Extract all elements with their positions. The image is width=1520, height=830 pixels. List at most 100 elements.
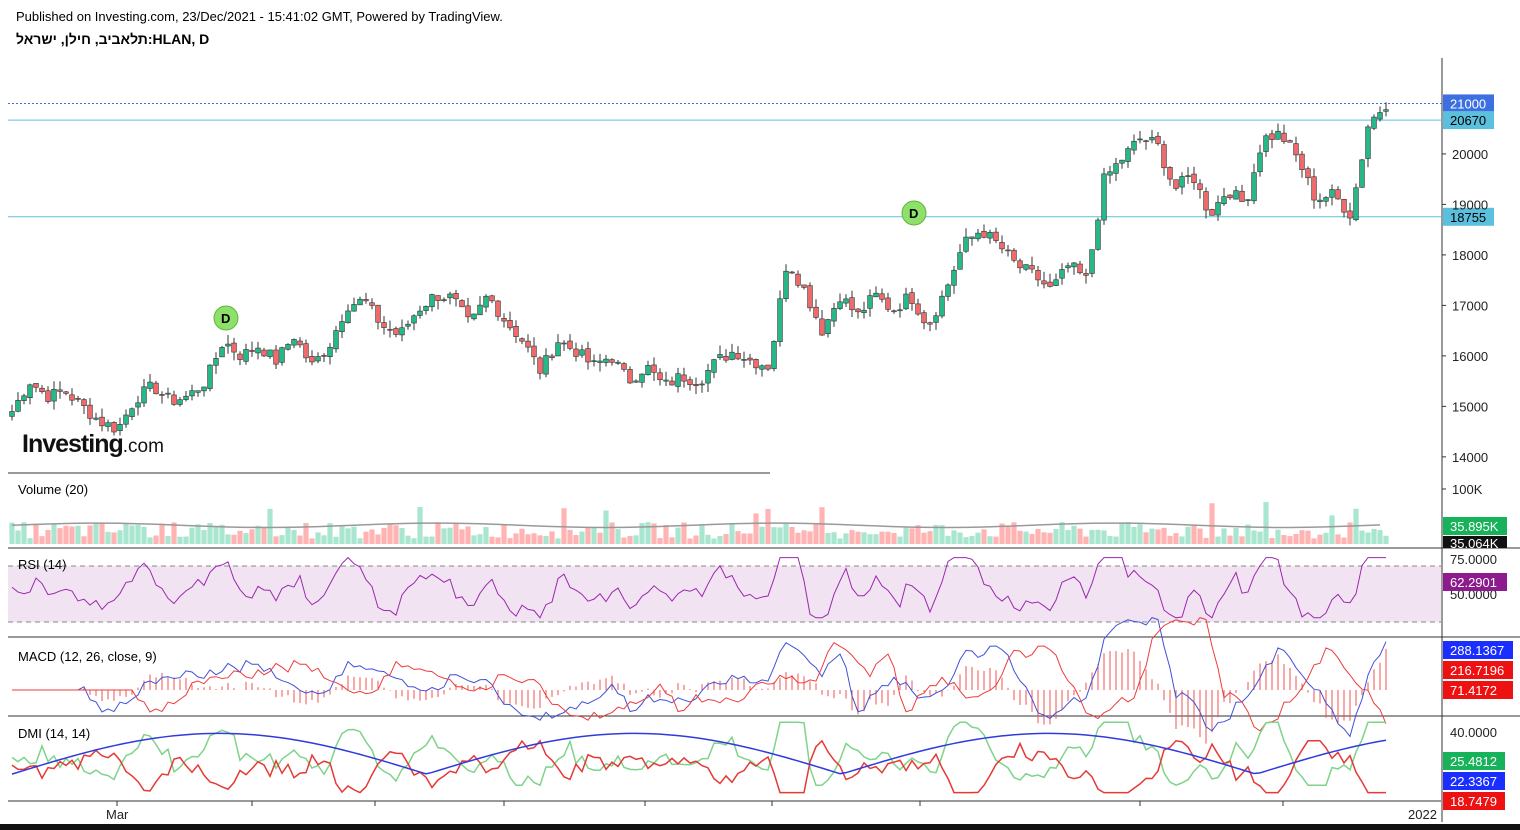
rsi-title: RSI (14) — [18, 557, 66, 572]
volume-bar — [177, 536, 183, 544]
candle-body — [939, 295, 945, 317]
candle-body — [1215, 202, 1221, 216]
volume-bar — [729, 523, 735, 544]
candle-body — [915, 303, 921, 315]
candle-body — [699, 383, 705, 386]
volume-bar — [531, 533, 537, 544]
rsi-line — [11, 556, 1386, 619]
dmi-plus-tag — [1443, 752, 1505, 770]
volume-bar — [345, 528, 351, 544]
candle-body — [195, 390, 201, 393]
candle-body — [501, 318, 507, 322]
candle-body — [663, 379, 669, 382]
volume-bar — [405, 535, 411, 544]
candle-body — [471, 313, 477, 320]
candle-body — [9, 411, 15, 417]
volume-bar — [495, 537, 501, 544]
candle-body — [69, 394, 75, 401]
candle-body — [417, 310, 423, 316]
volume-bar — [33, 523, 39, 544]
candle-body — [1053, 279, 1059, 286]
volume-bar — [1149, 528, 1155, 544]
volume-bar — [789, 527, 795, 544]
volume-bar — [549, 531, 555, 544]
volume-bar — [807, 531, 813, 544]
candle-body — [93, 417, 99, 420]
volume-ma-line — [11, 522, 1381, 529]
candle-body — [1299, 153, 1305, 170]
candle-body — [261, 349, 267, 357]
volume-bar — [525, 534, 531, 544]
candle-body — [21, 395, 27, 401]
rsi-pane: RSI (14) — [8, 556, 1441, 623]
volume-bar — [51, 523, 57, 544]
volume-bar — [309, 538, 315, 544]
candle-body — [1119, 159, 1125, 164]
volume-bar — [93, 523, 99, 544]
volume-bar — [1215, 536, 1221, 544]
candle-body — [687, 379, 693, 385]
candle-body — [969, 236, 975, 239]
volume-bar — [1065, 530, 1071, 544]
macd-title: MACD (12, 26, close, 9) — [18, 649, 157, 664]
volume-bar — [927, 531, 933, 544]
candle-body — [543, 355, 549, 375]
candle-body — [357, 298, 363, 306]
candle-body — [315, 356, 321, 362]
candle-body — [1287, 140, 1293, 143]
dmi-title: DMI (14, 14) — [18, 726, 90, 741]
volume-bar — [381, 527, 387, 544]
candle-body — [225, 343, 231, 347]
candle-body — [921, 312, 927, 324]
price-tick-label: 17000 — [1452, 298, 1488, 313]
candle-body — [1161, 144, 1167, 169]
volume-bar — [735, 531, 741, 544]
price-level-tag — [1443, 207, 1494, 226]
macd-value-label: 288.1367 — [1450, 643, 1504, 658]
volume-bar — [1047, 532, 1053, 544]
price-level-label: 18755 — [1450, 210, 1486, 225]
candle-body — [993, 231, 999, 241]
candle-body — [303, 343, 309, 359]
volume-bar — [831, 532, 837, 544]
candle-body — [1377, 112, 1383, 120]
candle-body — [327, 346, 333, 357]
volume-bar — [633, 535, 639, 544]
volume-bar — [411, 538, 417, 544]
candle-body — [741, 359, 747, 361]
volume-bar — [1089, 529, 1095, 544]
volume-bar — [1113, 536, 1119, 544]
volume-bar — [1251, 530, 1257, 544]
volume-bar — [261, 526, 267, 544]
volume-title: Volume (20) — [18, 482, 88, 497]
volume-bar — [579, 531, 585, 544]
candle-body — [105, 422, 111, 427]
volume-bar — [477, 534, 483, 544]
candle-body — [1239, 190, 1245, 202]
candle-body — [591, 360, 597, 362]
candle-body — [621, 363, 627, 370]
candle-body — [879, 293, 885, 300]
volume-bar — [957, 532, 963, 544]
candle-body — [363, 299, 369, 302]
candle-body — [339, 321, 345, 332]
candle-body — [57, 389, 63, 392]
candle-body — [1185, 175, 1191, 177]
volume-bar — [699, 524, 705, 544]
volume-bar — [1131, 527, 1137, 544]
candle-body — [1329, 189, 1335, 198]
candle-body — [81, 399, 87, 406]
candle-body — [1173, 179, 1179, 189]
candle-body — [831, 307, 837, 322]
volume-bar — [117, 530, 123, 544]
candle-body — [549, 355, 555, 358]
volume-bar — [609, 522, 615, 544]
volume-bar — [417, 507, 423, 544]
volume-bar — [1173, 533, 1179, 544]
volume-bar — [507, 538, 513, 544]
volume-bar — [657, 538, 663, 544]
candle-body — [657, 372, 663, 381]
candle-body — [1371, 116, 1377, 129]
candle-body — [189, 390, 195, 397]
